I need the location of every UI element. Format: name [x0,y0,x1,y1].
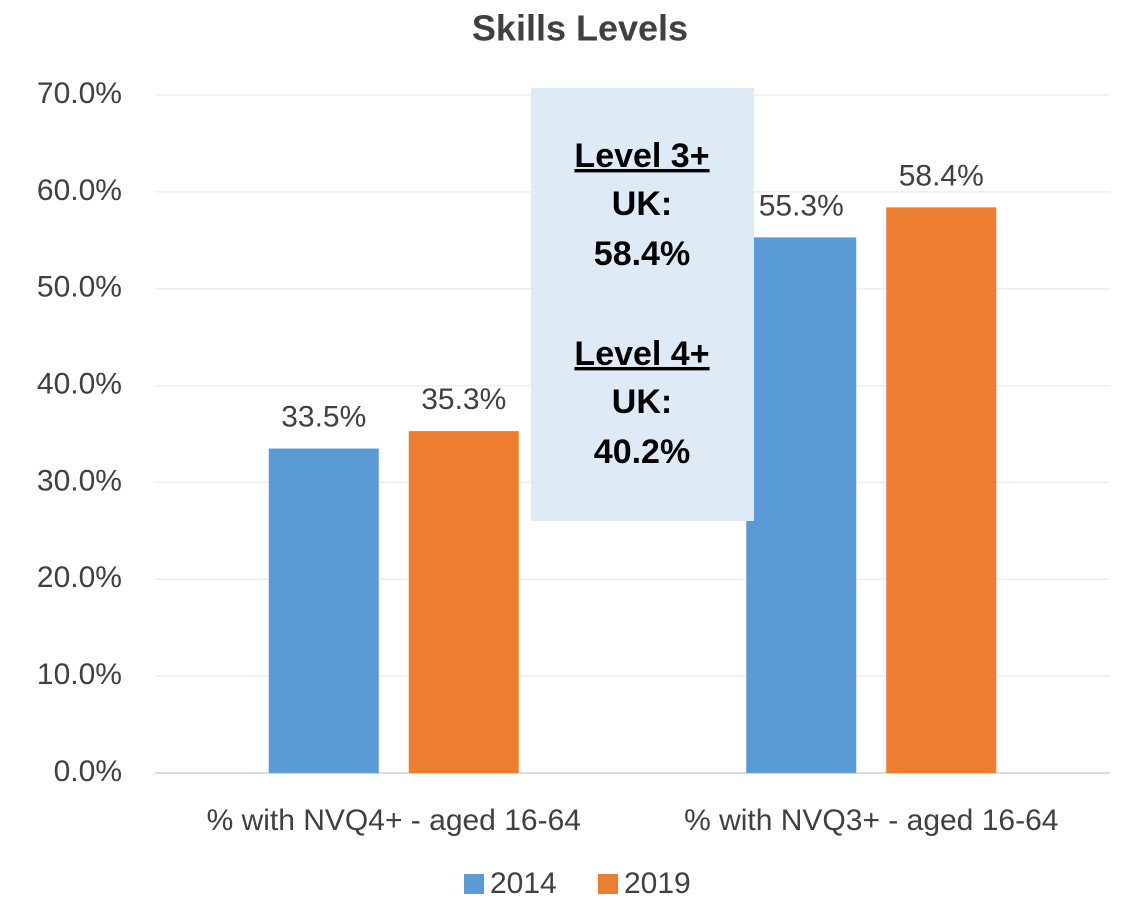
y-tick-label: 30.0% [37,464,122,497]
x-tick-label: % with NVQ3+ - aged 16-64 [684,804,1058,837]
annotation-text: UK: [612,185,672,223]
annotation-heading: Level 3+ [574,137,709,175]
y-tick-label: 10.0% [37,658,122,691]
y-tick-label: 0.0% [54,755,122,788]
y-tick-label: 50.0% [37,271,122,304]
legend-swatch [464,874,484,894]
annotation-text: UK: [612,383,672,421]
legend-swatch [598,874,618,894]
x-tick-label: % with NVQ4+ - aged 16-64 [207,804,581,837]
chart-title: Skills Levels [472,8,688,49]
y-tick-label: 60.0% [37,174,122,207]
bar [408,431,519,773]
annotation-heading: Level 4+ [574,335,709,373]
value-label: 33.5% [281,400,366,433]
annotation-text: 58.4% [594,235,690,273]
legend-label: 2014 [490,867,557,899]
bar [886,207,997,774]
y-tick-label: 70.0% [37,77,122,110]
value-label: 58.4% [899,159,984,192]
bar [268,448,379,773]
y-tick-label: 20.0% [37,561,122,594]
annotation-box [531,88,754,521]
annotation-text: 40.2% [594,433,690,471]
legend-label: 2019 [624,867,691,899]
value-label: 35.3% [421,383,506,416]
value-label: 55.3% [759,189,844,222]
y-tick-label: 40.0% [37,367,122,400]
bar [746,237,857,773]
